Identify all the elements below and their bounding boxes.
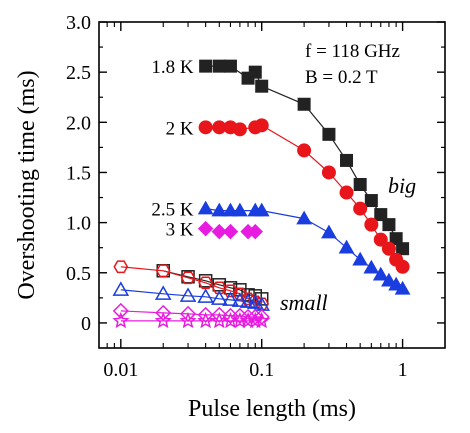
- series-2-K: 2 K: [166, 118, 410, 274]
- data-point: [364, 217, 379, 232]
- series-small-8: [112, 311, 271, 329]
- data-point: [364, 194, 378, 208]
- series-2-5-K: 2.5 K: [151, 200, 411, 295]
- data-point: [321, 224, 337, 239]
- data-point: [222, 291, 239, 306]
- data-point: [396, 242, 410, 256]
- data-point: [372, 266, 389, 281]
- data-point: [353, 201, 368, 216]
- data-point: [381, 272, 397, 287]
- data-point: [198, 120, 213, 135]
- x-tick-label: 1: [398, 359, 408, 381]
- data-point: [248, 65, 262, 79]
- y-tick-label: 0: [81, 313, 91, 335]
- data-point: [197, 220, 214, 237]
- y-axis-label: Overshooting time (ms): [14, 70, 40, 299]
- series-label: 2 K: [166, 118, 194, 139]
- data-point: [222, 223, 239, 240]
- data-point: [179, 287, 197, 302]
- x-axis-label: Pulse length (ms): [188, 396, 356, 422]
- data-point: [322, 127, 336, 141]
- data-point: [247, 223, 263, 240]
- data-point: [112, 281, 130, 296]
- data-point: [363, 259, 380, 274]
- data-point: [223, 59, 237, 73]
- data-point: [112, 311, 130, 329]
- data-point: [113, 260, 129, 274]
- annotation-big: big: [388, 173, 416, 198]
- data-point: [255, 79, 269, 93]
- data-point: [297, 97, 311, 111]
- data-point: [211, 290, 228, 305]
- data-point: [232, 202, 248, 217]
- data-point: [197, 311, 215, 329]
- data-point: [353, 177, 367, 191]
- data-point: [180, 271, 196, 285]
- data-point: [211, 281, 227, 295]
- data-point: [197, 288, 214, 303]
- data-point: [240, 292, 256, 306]
- y-tick-label: 0.5: [66, 263, 91, 285]
- data-point: [339, 185, 354, 200]
- data-point: [211, 306, 228, 323]
- plot-border: [98, 21, 446, 349]
- data-point: [254, 118, 269, 133]
- data-point: [394, 280, 411, 295]
- data-point: [199, 59, 213, 73]
- series-label: 2.5 K: [151, 200, 194, 221]
- data-point: [395, 259, 410, 274]
- data-point: [222, 202, 239, 217]
- data-point: [154, 285, 172, 300]
- plot-frame: [98, 21, 446, 349]
- data-point: [154, 311, 172, 329]
- data-point: [340, 153, 354, 167]
- series-1-8-K: 1.8 K: [151, 57, 410, 256]
- data-point: [382, 218, 396, 232]
- series-line: [120, 289, 262, 306]
- data-point: [155, 304, 172, 321]
- data-point: [374, 208, 388, 222]
- series-layer: 1.8 K 2 K 2.5 K3 K: [112, 57, 411, 329]
- data-point: [232, 122, 247, 137]
- axes: 0 0.5 1.0 1.5 2.0 2.5 3.0 0.01 0.1 1: [66, 12, 445, 381]
- annotation-frequency: f = 118 GHz: [305, 41, 400, 62]
- y-tick-label: 2.0: [66, 112, 91, 134]
- data-point: [338, 239, 355, 254]
- series-label: 1.8 K: [151, 57, 194, 78]
- data-point: [231, 292, 249, 307]
- data-point: [197, 306, 214, 323]
- data-point: [197, 200, 214, 215]
- x-tick-label: 0.01: [103, 359, 138, 381]
- data-point: [212, 59, 226, 73]
- data-point: [296, 210, 312, 225]
- data-point: [179, 311, 197, 329]
- data-point: [297, 143, 312, 158]
- annotation-small: small: [280, 290, 328, 315]
- data-point: [112, 302, 129, 319]
- data-point: [211, 202, 228, 217]
- data-point: [211, 223, 228, 240]
- data-point: [198, 276, 213, 290]
- data-point: [233, 283, 247, 297]
- data-point: [321, 165, 336, 180]
- data-point: [253, 202, 270, 217]
- series-3-K: 3 K: [166, 220, 263, 241]
- data-point: [373, 232, 388, 247]
- data-point: [223, 284, 238, 298]
- y-tick-label: 1.0: [66, 213, 91, 235]
- y-tick-label: 2.5: [66, 62, 91, 84]
- data-point: [253, 311, 271, 329]
- y-tick-label: 1.5: [66, 162, 91, 184]
- data-point: [155, 264, 171, 278]
- annotation-field: B = 0.2 T: [305, 67, 378, 88]
- data-point: [352, 251, 369, 266]
- data-point: [381, 241, 396, 256]
- labels-layer: Pulse length (ms) Overshooting time (ms)…: [14, 41, 416, 422]
- series-small-6: [112, 281, 270, 311]
- x-tick-label: 0.1: [249, 359, 274, 381]
- y-tick-label: 3.0: [66, 12, 91, 34]
- series-label: 3 K: [166, 220, 194, 241]
